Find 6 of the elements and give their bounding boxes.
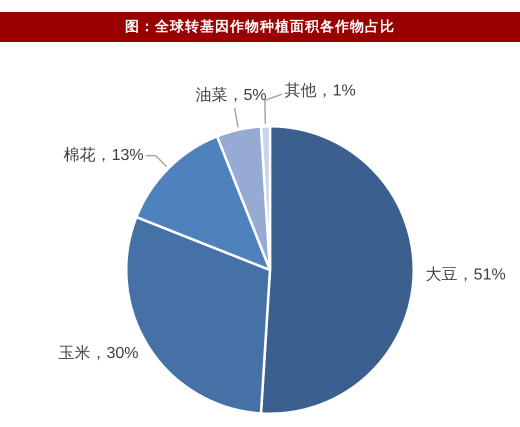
slice-label: 油菜，5% (195, 86, 267, 104)
slice-label: 棉花，13% (64, 146, 144, 164)
slice-label: 其他，1% (284, 82, 356, 100)
slice-label: 玉米，30% (58, 344, 138, 362)
slice-label: 大豆，51% (426, 265, 506, 284)
chart-title: 图：全球转基因作物种植面积各作物占比 (0, 12, 520, 42)
